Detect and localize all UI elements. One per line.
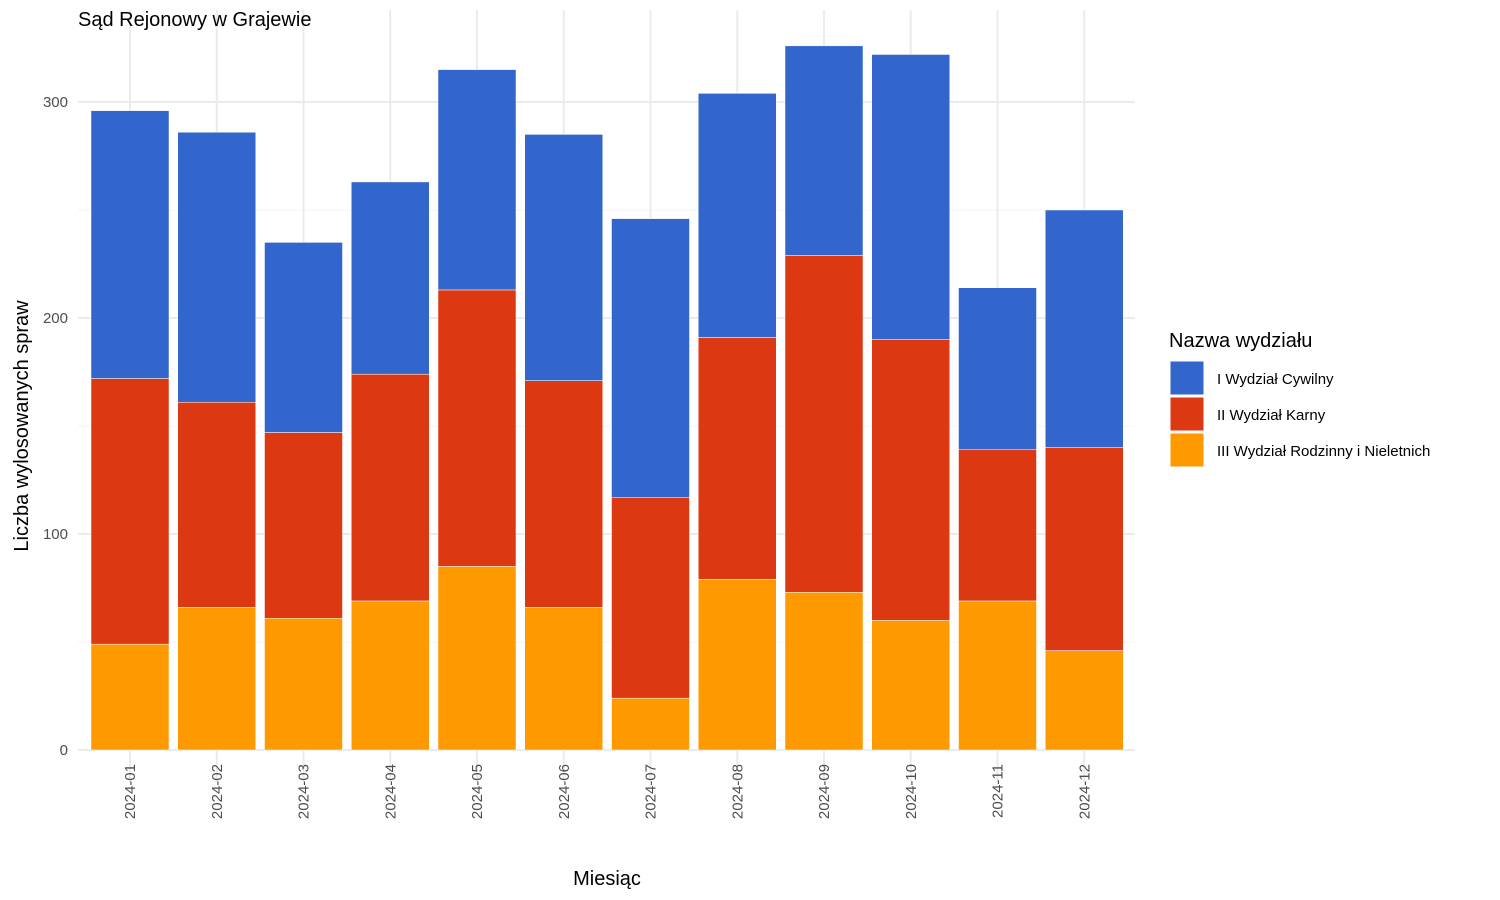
bar-segment [264, 617, 343, 751]
y-tick-label: 0 [60, 742, 68, 759]
x-tick-label: 2024-03 [296, 764, 313, 819]
bar-segment [90, 643, 170, 751]
bar-segment [871, 339, 950, 621]
x-tick-label: 2024-12 [1076, 764, 1093, 819]
bar-segment [784, 45, 864, 256]
y-axis-title: Liczba wylosowanych spraw [11, 300, 33, 552]
bar-segment [611, 218, 690, 498]
bar-segment [871, 620, 950, 751]
bar-segment [437, 289, 517, 567]
x-tick-label: 2024-04 [382, 764, 399, 819]
y-axis-ticks: 0 100 200 300 [43, 94, 68, 759]
x-tick-label: 2024-09 [816, 764, 833, 819]
x-tick-label: 2024-10 [903, 764, 920, 819]
x-tick-label: 2024-05 [469, 764, 486, 819]
bar-segment [1045, 650, 1124, 751]
bar-segment [958, 600, 1037, 751]
bar-segment [784, 592, 864, 751]
bar-segment [524, 607, 603, 751]
bar-segment [90, 110, 170, 379]
bar-segment [611, 497, 690, 699]
bar-segment [524, 380, 603, 608]
x-tick-label: 2024-07 [643, 764, 660, 819]
y-tick-label: 200 [43, 310, 68, 327]
legend-swatch [1169, 432, 1205, 468]
bar-segment [698, 337, 777, 580]
x-axis-title: Miesiąc [573, 868, 641, 890]
bar-segment [958, 287, 1037, 451]
legend-swatch [1169, 396, 1205, 432]
x-tick-label: 2024-08 [729, 764, 746, 819]
bar-segment [958, 449, 1037, 602]
bar-segment [437, 69, 517, 291]
bar-segment [698, 93, 777, 338]
bar-segment [871, 54, 950, 340]
legend-title: Nazwa wydziału [1169, 330, 1312, 352]
chart-title: Sąd Rejonowy w Grajewie [78, 9, 311, 31]
bar-segment [351, 373, 430, 602]
bar-segment [1045, 447, 1124, 651]
legend-label: II Wydział Karny [1217, 407, 1326, 424]
bar-segment [1045, 209, 1124, 448]
bar-segment [264, 242, 343, 433]
bars [90, 45, 1124, 751]
bar-segment [90, 378, 170, 645]
bar-segment [611, 697, 690, 751]
bar-segment [177, 401, 256, 608]
y-tick-label: 300 [43, 94, 68, 111]
legend-swatch [1169, 360, 1205, 396]
legend: Nazwa wydziału I Wydział Cywilny II Wydzi… [1169, 330, 1430, 468]
x-axis-ticks: 2024-01 2024-02 2024-03 2024-04 2024-05 2024-… [122, 764, 1093, 819]
x-tick-label: 2024-02 [209, 764, 226, 819]
bar-segment [177, 607, 256, 751]
bar-segment [177, 131, 256, 403]
bar-segment [351, 181, 430, 375]
y-tick-label: 100 [43, 526, 68, 543]
x-tick-label: 2024-11 [990, 764, 1007, 818]
bar-segment [351, 600, 430, 751]
x-tick-label: 2024-06 [556, 764, 573, 819]
legend-label: I Wydział Cywilny [1217, 371, 1334, 388]
bar-segment [784, 255, 864, 593]
bar-segment [264, 432, 343, 619]
bar-segment [524, 134, 603, 381]
legend-label: III Wydział Rodzinny i Nieletnich [1217, 443, 1430, 460]
bar-segment [698, 579, 777, 751]
bar-segment [437, 566, 517, 751]
x-tick-label: 2024-01 [122, 764, 139, 819]
